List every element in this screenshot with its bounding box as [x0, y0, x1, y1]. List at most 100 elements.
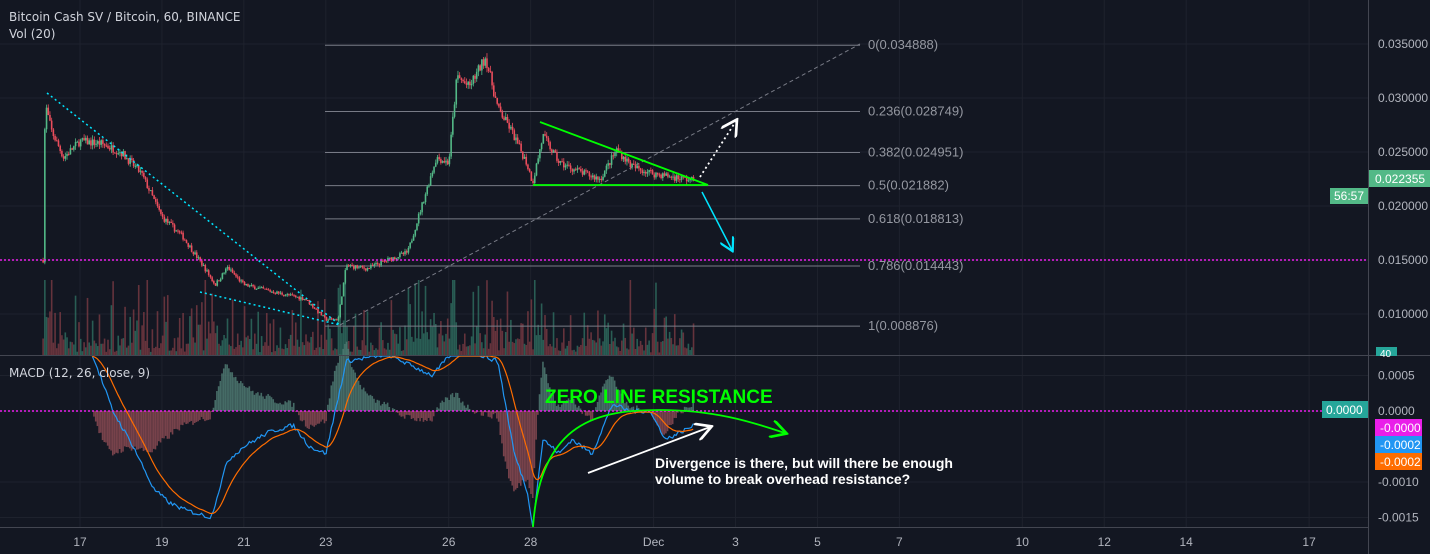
macd-hist-bar: [262, 396, 264, 411]
candle-up: [248, 285, 251, 287]
volume-bar: [110, 305, 113, 355]
candle-down: [120, 152, 123, 157]
macd-hist-bar: [222, 368, 225, 411]
volume-bar: [73, 344, 75, 355]
candle-up: [537, 158, 539, 164]
macd-hist-bar: [110, 411, 112, 451]
drawings[interactable]: [0, 92, 1368, 528]
candle-up: [100, 140, 102, 145]
volume-bar: [286, 347, 289, 355]
candle-down: [588, 172, 591, 177]
volume-bar: [470, 336, 473, 355]
volume-bar: [679, 338, 681, 355]
volume-bar: [581, 338, 584, 355]
volume-bar: [571, 350, 574, 355]
fib-level-label: 0.786(0.014443): [868, 258, 963, 273]
candle-down: [195, 252, 198, 258]
volume-bar: [96, 346, 99, 355]
candle-up: [441, 161, 444, 163]
macd-hist-bar: [154, 411, 157, 450]
macd-hist-bar: [615, 386, 618, 411]
macd-hist-bar: [482, 411, 485, 416]
volume-bar: [525, 344, 528, 355]
volume-bar: [603, 314, 606, 355]
macd-hist-bar: [151, 411, 153, 453]
macd-hist-bar: [115, 411, 117, 453]
candle-down: [107, 145, 109, 149]
macd-hist-bar: [571, 396, 573, 411]
candle-down: [317, 309, 319, 313]
candle-up: [286, 294, 289, 296]
macd-hist-bar: [185, 411, 187, 425]
volume-bar: [677, 345, 679, 355]
candle-down: [554, 150, 557, 153]
volume-bar: [554, 347, 557, 355]
fib-level-label: 0.236(0.028749): [868, 104, 963, 119]
candle-up: [576, 168, 579, 170]
macd-hist-bar: [629, 408, 631, 411]
macd-hist-bar: [369, 394, 372, 411]
macd-hist-bar: [299, 411, 302, 421]
macd-hist-bar: [166, 411, 169, 439]
candle-down: [293, 295, 295, 297]
volume-bar: [626, 348, 628, 355]
macd-hist-bar: [291, 406, 293, 411]
macd-hist-bar: [412, 411, 415, 419]
candle-up: [257, 287, 260, 289]
candle-up: [457, 75, 459, 80]
macd-hist-bar: [292, 402, 295, 411]
macd-hist-bar: [303, 411, 305, 421]
volume-bar: [288, 338, 290, 355]
macd-hist-bar: [195, 411, 198, 422]
volume-bar: [310, 336, 312, 355]
candle-up: [95, 143, 97, 145]
fib-retracement[interactable]: 0(0.034888) 0.236(0.028749) 0.382(0.024951…: [325, 37, 963, 333]
macd-hist-bar: [287, 400, 290, 411]
macd-hist-bar: [364, 391, 367, 411]
price-tick-label: 0.035000: [1378, 37, 1428, 51]
candle-up: [484, 58, 487, 66]
volume-bar: [313, 350, 316, 355]
volume-bar: [317, 301, 319, 355]
volume-bar: [329, 328, 331, 355]
volume-bar: [370, 342, 372, 355]
candle-down: [214, 283, 217, 286]
volume-bar: [125, 347, 128, 355]
volume-bar: [397, 343, 400, 355]
volume-bar: [542, 339, 545, 355]
candle-up: [400, 252, 403, 254]
macd-hist-bar: [547, 383, 549, 411]
volume-bar: [325, 339, 328, 355]
candle-up: [445, 160, 447, 163]
fib-level-label: 1(0.008876): [868, 318, 938, 333]
macd-hist-bar: [424, 411, 426, 421]
candle-up: [433, 166, 435, 173]
candle-up: [573, 169, 575, 172]
fib-level-label: 0.618(0.018813): [868, 211, 963, 226]
macd-hist-bar: [586, 411, 589, 416]
candle-up: [539, 149, 541, 159]
volume-bar: [267, 345, 270, 355]
macd-hist-bar: [600, 392, 602, 411]
divergence-arrow: [587, 427, 710, 474]
macd-hist-bar: [439, 402, 442, 411]
volume-bar: [262, 345, 265, 355]
candle-up: [533, 175, 536, 184]
volume-bar: [535, 335, 538, 355]
macd-tick-label: -0.0010: [1378, 475, 1419, 489]
candle-down: [547, 138, 550, 143]
macd-hist-bar: [282, 404, 285, 411]
time-tick-label: 14: [1180, 535, 1194, 549]
volume-bar: [93, 340, 96, 355]
macd-hist-bar: [653, 411, 655, 420]
volume-bar: [648, 340, 650, 355]
macd-hist-bar: [204, 411, 206, 422]
macd-hist-bar: [468, 408, 471, 411]
macd-hist-bar: [327, 404, 329, 411]
volume-bar: [49, 311, 51, 355]
macd-hist-bar: [255, 393, 257, 411]
macd-hist-bar: [344, 343, 346, 411]
volume-bar: [131, 342, 133, 355]
volume-bar: [260, 336, 263, 355]
